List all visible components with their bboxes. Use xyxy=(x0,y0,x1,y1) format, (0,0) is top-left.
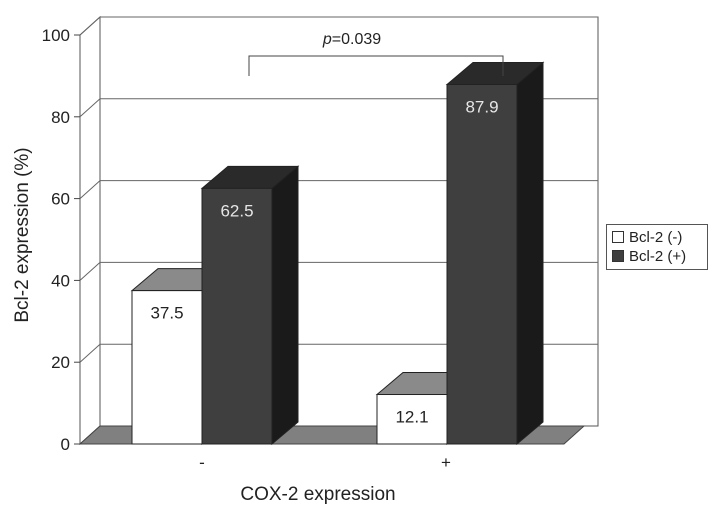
y-axis-label: Bcl-2 expression (%) xyxy=(12,147,33,322)
gridlines xyxy=(79,16,598,363)
bar-side xyxy=(516,61,544,446)
data-labels: 37.5 62.5 12.1 87.9 xyxy=(150,97,498,426)
gridline xyxy=(79,343,598,363)
bars xyxy=(130,61,545,446)
p-value: =0.039 xyxy=(332,31,381,48)
legend-label: Bcl-2 (+) xyxy=(629,248,687,265)
bar-front xyxy=(446,83,518,445)
bar-front xyxy=(376,394,448,445)
legend: Bcl-2 (-) Bcl-2 (+) xyxy=(606,224,708,270)
legend-item-bcl2-negative: Bcl-2 (-) xyxy=(612,228,702,247)
legend-swatch-white xyxy=(612,231,624,243)
legend-item-bcl2-positive: Bcl-2 (+) xyxy=(612,247,702,266)
bar xyxy=(445,61,545,446)
data-label: 62.5 xyxy=(220,201,253,220)
x-tick-label: - xyxy=(199,453,205,472)
data-label: 87.9 xyxy=(465,97,498,116)
bracket-line xyxy=(248,55,504,76)
y-tick-label: 60 xyxy=(51,190,70,209)
y-tick-label: 0 xyxy=(61,435,70,454)
y-tick-label: 80 xyxy=(51,108,70,127)
legend-swatch-dark xyxy=(612,250,624,262)
x-tick-label: + xyxy=(441,453,451,472)
gridline xyxy=(79,16,598,36)
x-axis-ticks: - + xyxy=(199,453,451,472)
x-axis-label: COX-2 expression xyxy=(240,484,395,505)
data-label: 37.5 xyxy=(150,304,183,323)
y-tick-label: 20 xyxy=(51,353,70,372)
gridline xyxy=(79,261,598,281)
y-tick-label: 100 xyxy=(42,26,70,45)
y-tick-label: 40 xyxy=(51,271,70,290)
legend-label: Bcl-2 (-) xyxy=(629,229,683,246)
gridline xyxy=(79,98,598,118)
y-axis-ticks: 0 20 40 60 80 100 xyxy=(42,26,80,454)
p-value-annotation: p=0.039 xyxy=(322,31,381,48)
bar-side xyxy=(271,165,299,446)
data-label: 12.1 xyxy=(395,408,428,427)
gridline xyxy=(79,180,598,199)
bar-front xyxy=(201,187,273,445)
significance-bracket: p=0.039 xyxy=(248,31,504,76)
bar xyxy=(200,165,300,446)
left-wall xyxy=(79,15,101,446)
p-symbol: p xyxy=(322,31,332,48)
